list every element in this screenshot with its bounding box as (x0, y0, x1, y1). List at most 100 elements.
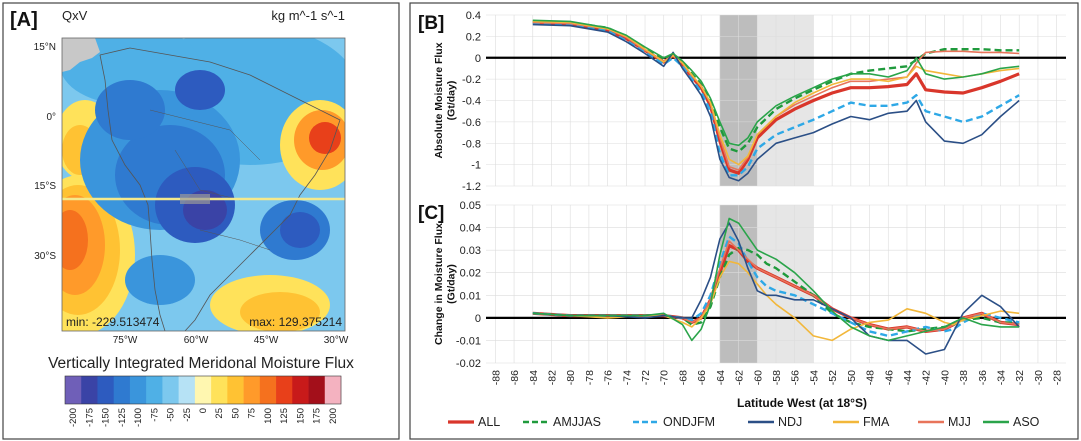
x-tick-label: -74 (621, 370, 633, 385)
y-tick-label: -0.6 (462, 117, 481, 129)
colorbar-swatch (97, 376, 115, 404)
y-tick-label: 0.05 (460, 200, 481, 212)
colorbar-swatch (292, 376, 309, 404)
x-tick-label: -30 (1033, 370, 1045, 385)
map-field (62, 38, 345, 331)
x-tick-label: -44 (902, 370, 914, 385)
chart-c: 0.05 0.04 0.03 0.02 0.01 0 -0.01 -0.02 [C]Change… (418, 200, 1066, 370)
x-axis-title: Latitude West (at 18°S) (737, 396, 867, 410)
colorbar: -200 -175 -150 -125 -100 -75 -50 -25 0 25 50 75 100 1… (64, 375, 342, 427)
colorbar-swatch (324, 376, 342, 404)
colorbar-swatch (178, 376, 196, 404)
y-tick-label: -1.2 (462, 181, 481, 193)
legend-label: NDJ (778, 415, 802, 429)
y-axis-title: Absolute Moisture Flux(Gt/day) (433, 42, 458, 158)
colorbar-tick-label: 100 (263, 408, 274, 424)
y-tick-label: 0.2 (466, 31, 481, 43)
map-frame (61, 37, 346, 332)
lon-label: 30°W (324, 335, 349, 346)
x-tick-label: -56 (790, 370, 802, 385)
legend-label: ALL (478, 415, 500, 429)
colorbar-swatch (308, 376, 326, 404)
map-lat-labels: 15°N 0° 15°S 30°S (34, 42, 57, 262)
colorbar-tick-label: -75 (149, 408, 160, 422)
max-value: max: 129.375214 (249, 315, 342, 329)
y-tick-label: 0 (475, 53, 481, 65)
x-tick-label: -38 (958, 370, 970, 385)
y-tick-label: 0.4 (466, 10, 481, 22)
x-tick-label: -62 (734, 370, 746, 385)
lat-label: 15°N (34, 42, 56, 53)
variable-name: QxV (62, 8, 88, 23)
x-tick-label: -52 (827, 370, 839, 385)
lon-label: 75°W (113, 335, 138, 346)
y-tick-label: -0.02 (456, 358, 481, 370)
lat-label: 0° (46, 112, 56, 123)
x-tick-label: -42 (921, 370, 933, 385)
legend-label: ONDJFM (663, 415, 715, 429)
map-lon-labels: 75°W 60°W 45°W 30°W (113, 335, 349, 346)
colorbar-swatch (211, 376, 228, 404)
x-tick-label: -36 (977, 370, 989, 385)
y-tick-label: 0 (475, 313, 481, 325)
colorbar-swatch (194, 376, 212, 404)
colorbar-tick-label: 125 (279, 408, 290, 424)
colorbar-swatch (243, 376, 261, 404)
colorbar-swatch (259, 376, 277, 404)
colorbar-tick-label: -200 (68, 408, 79, 427)
series-line-ndj (532, 23, 1020, 182)
map-title: Vertically Integrated Meridonal Moisture… (48, 355, 354, 372)
x-axis: -88 -86 -84 -82 -80 -78 -76 -74 -72 -70 -68 -66 -64-… (490, 370, 1063, 385)
x-tick-label: -80 (565, 370, 577, 385)
y-tick-label: -0.01 (456, 335, 481, 347)
y-tick-label: -0.2 (462, 74, 481, 86)
colorbar-swatch (276, 376, 293, 404)
y-tick-label: 0.03 (460, 245, 481, 257)
x-tick-label: -88 (490, 370, 502, 385)
legend-label: MJJ (948, 415, 971, 429)
x-tick-label: -46 (883, 370, 895, 385)
y-tick-label: -0.4 (462, 96, 481, 108)
x-tick-label: -54 (808, 370, 820, 385)
panel-a-label: [A] (10, 9, 38, 31)
x-tick-label: -32 (1014, 370, 1026, 385)
series-line-fma (532, 260, 1020, 342)
colorbar-tick-label: 175 (312, 408, 323, 424)
colorbar-tick-label: 75 (247, 408, 258, 419)
y-tick-label: -1 (471, 160, 481, 172)
x-tick-label: -34 (996, 370, 1008, 385)
colorbar-tick-label: -125 (117, 408, 128, 427)
x-tick-label: -58 (771, 370, 783, 385)
colorbar-tick-label: -150 (101, 408, 112, 427)
x-tick-label: -66 (696, 370, 708, 385)
colorbar-swatch (129, 376, 147, 404)
legend-label: FMA (863, 415, 890, 429)
y-tick-label: 0.04 (460, 223, 481, 235)
min-value: min: -229.513474 (66, 315, 160, 329)
panel-label: [B] (418, 13, 444, 34)
lat-label: 30°S (34, 251, 56, 262)
colorbar-tick-label: -50 (166, 408, 177, 422)
series-line-ondjfm (532, 22, 1020, 177)
colorbar-tick-label: 200 (328, 408, 339, 424)
x-tick-label: -40 (939, 370, 951, 385)
x-tick-label: -48 (865, 370, 877, 385)
lat-label: 15°S (34, 181, 56, 192)
y-tick-label: 0.02 (460, 268, 481, 280)
panel-label: [C] (418, 203, 444, 224)
x-tick-label: -78 (584, 370, 596, 385)
colorbar-swatch (162, 376, 179, 404)
y-axis-title: Change in Moisture Flux(Gt/day) (433, 223, 458, 345)
colorbar-tick-label: 150 (295, 408, 306, 424)
y-tick-label: 0.01 (460, 290, 481, 302)
x-tick-label: -64 (715, 370, 727, 385)
x-tick-label: -72 (640, 370, 652, 385)
colorbar-outline (64, 375, 342, 405)
series-line-fma (532, 20, 1020, 166)
colorbar-swatch (113, 376, 131, 404)
x-tick-label: -82 (546, 370, 558, 385)
series-line-ndj (532, 222, 1020, 355)
series-line-aso (532, 217, 1020, 342)
series-line-aso (532, 19, 1020, 147)
